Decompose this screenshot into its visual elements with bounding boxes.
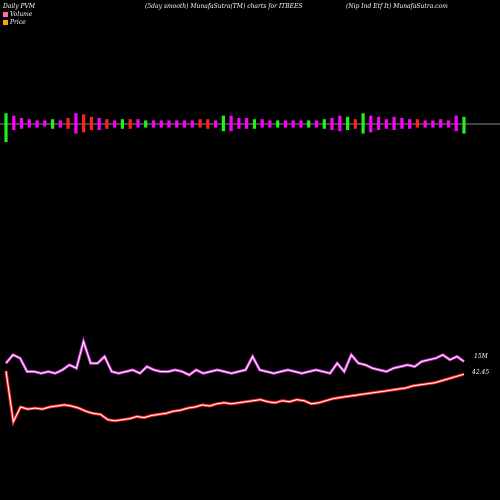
- volume-bars: [4, 113, 466, 142]
- volume-bar: [384, 119, 388, 129]
- volume-bar: [446, 120, 451, 128]
- volume-bar: [151, 120, 156, 128]
- legend-volume-label: Volume: [10, 11, 33, 18]
- volume-bar: [167, 120, 171, 128]
- volume-bar: [221, 115, 225, 132]
- volume-bar: [74, 113, 78, 134]
- volume-bar: [377, 116, 381, 130]
- volume-bar: [12, 115, 16, 130]
- volume-bar: [214, 120, 218, 128]
- volume-bar: [58, 120, 62, 128]
- legend-price-label: Price: [10, 19, 26, 26]
- volume-bar: [128, 119, 132, 129]
- volume-bar: [291, 120, 295, 128]
- volume-bar: [120, 119, 124, 129]
- volume-bar: [136, 119, 140, 128]
- volume-bar: [97, 118, 101, 130]
- volume-bar: [159, 120, 163, 128]
- volume-bar: [408, 119, 412, 129]
- volume-bar: [415, 119, 419, 128]
- volume-bar: [276, 120, 280, 128]
- volume-bar: [299, 120, 303, 128]
- price-swatch: [3, 20, 8, 25]
- volume-bar: [245, 118, 249, 129]
- legend-price: Price: [3, 19, 26, 26]
- volume-bar: [439, 119, 443, 128]
- price-end-label: 42.45: [471, 369, 489, 376]
- header-left: Daily PVM: [3, 3, 36, 10]
- volume-bar: [268, 120, 272, 128]
- volume-bar: [206, 119, 210, 129]
- volume-bar: [314, 120, 319, 128]
- volume-bar: [4, 113, 8, 142]
- price-line: [4, 370, 465, 427]
- volume-bar: [252, 119, 256, 129]
- price-line-highlight: [5, 371, 465, 424]
- volume-bar: [322, 119, 326, 129]
- volume-bar: [182, 120, 187, 128]
- volume-bar: [423, 120, 427, 128]
- header-right: (Nip Ind Etf It) MunafaSutra.com: [346, 3, 448, 10]
- volume-bar: [338, 115, 342, 132]
- volume-bar: [89, 116, 93, 130]
- volume-line: [4, 336, 465, 377]
- volume-bar: [51, 119, 55, 129]
- volume-bar: [27, 119, 31, 128]
- volume-bar: [43, 120, 47, 127]
- volume-bar: [346, 116, 350, 130]
- volume-bar: [330, 118, 334, 130]
- volume-bar: [353, 119, 357, 129]
- volume-line-highlight: [5, 339, 465, 376]
- volume-bar: [237, 118, 241, 129]
- volume-bar: [431, 120, 435, 128]
- volume-bar: [19, 118, 24, 129]
- volume-bar: [462, 116, 466, 134]
- volume-bar: [105, 119, 109, 129]
- volume-bar: [144, 120, 148, 128]
- volume-bar: [190, 120, 194, 128]
- volume-end-label: 15M: [474, 353, 489, 360]
- volume-bar: [369, 115, 373, 133]
- volume-bar: [82, 114, 86, 133]
- volume-bar: [361, 113, 365, 134]
- legend-volume: Volume: [3, 11, 32, 18]
- volume-bar: [113, 120, 117, 128]
- volume-bar: [198, 119, 202, 128]
- volume-bar: [307, 120, 311, 128]
- chart-title: (5day smooth) MunafaSutra(TM) charts for…: [145, 3, 303, 10]
- volume-bar: [229, 115, 233, 132]
- volume-bar: [35, 120, 39, 128]
- volume-swatch: [3, 12, 8, 17]
- volume-bar: [400, 118, 404, 129]
- volume-bar: [392, 116, 396, 130]
- volume-bar: [175, 120, 179, 128]
- volume-bar: [283, 120, 288, 128]
- volume-bar: [260, 119, 264, 128]
- volume-bar: [454, 115, 458, 132]
- volume-bar: [66, 118, 70, 129]
